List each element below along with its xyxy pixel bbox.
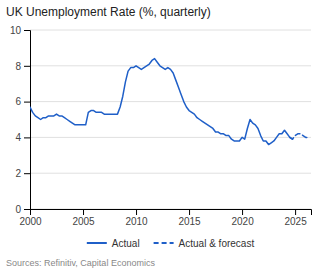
y-tick: 4 [15,132,30,143]
plot-area [30,59,308,145]
title: UK Unemployment Rate (%, quarterly) [6,5,211,19]
x-tick: 2005 [72,209,95,227]
y-tick: 2 [15,168,30,179]
y-tick: 8 [15,61,30,72]
y-tick-label: 8 [15,61,21,72]
x-tick-label: 2025 [284,216,307,227]
y-tick: 10 [10,25,30,36]
y-tick-label: 6 [15,96,21,107]
y-tick-mark [24,137,30,138]
x-tick: 2015 [178,209,201,227]
y-axis-line [24,31,31,210]
legend-label: Actual & forecast [179,238,255,249]
chart-svg: 2000 2005 2010 2015 2020 2025 0 2 4 6 8 10 UK Unempl… [0,0,325,273]
legend: Actual Actual & forecast [87,238,255,249]
y-tick-mark [24,30,30,31]
x-tick-mark [136,209,137,215]
x-axis-line [31,210,312,216]
x-tick-label: 2005 [72,216,95,227]
chart-container: 2000 2005 2010 2015 2020 2025 0 2 4 6 8 10 UK Unempl… [0,0,325,273]
y-tick: 6 [15,96,30,107]
x-tick-mark [189,209,190,215]
y-tick-label: 4 [15,132,21,143]
legend-item: Actual & forecast [154,238,255,249]
legend-swatch [87,242,107,244]
x-tick-label: 2000 [19,216,42,227]
y-tick: 0 [15,204,30,215]
x-tick: 2010 [125,209,148,227]
series-line [290,134,309,139]
grid-line [30,137,311,138]
y-tick-mark [24,209,30,210]
grid [30,30,311,209]
y-axis: 0 2 4 6 8 10 [10,25,31,215]
x-tick: 2000 [19,209,42,227]
y-tick-label: 10 [10,25,22,36]
grid-line [30,173,311,174]
y-tick-mark [24,66,30,67]
series-line [30,59,292,145]
legend-swatch [154,242,174,244]
x-tick-label: 2020 [231,216,254,227]
x-tick-mark [83,209,84,215]
y-tick-label: 2 [15,168,21,179]
x-tick-label: 2010 [125,216,148,227]
y-tick-mark [24,102,30,103]
grid-line [30,101,311,102]
legend-label: Actual [112,238,140,249]
grid-line [30,30,311,31]
legend-item: Actual [87,238,140,249]
y-tick-label: 0 [15,204,21,215]
source-note: Sources: Refinitiv, Capital Economics [6,258,155,268]
grid-line [30,65,311,66]
x-tick: 2025 [284,209,307,227]
x-axis: 2000 2005 2010 2015 2020 2025 [19,209,311,227]
x-tick-mark [295,209,296,215]
x-tick: 2020 [231,209,254,227]
x-tick-mark [242,209,243,215]
x-tick-label: 2015 [178,216,201,227]
y-tick-mark [24,173,30,174]
